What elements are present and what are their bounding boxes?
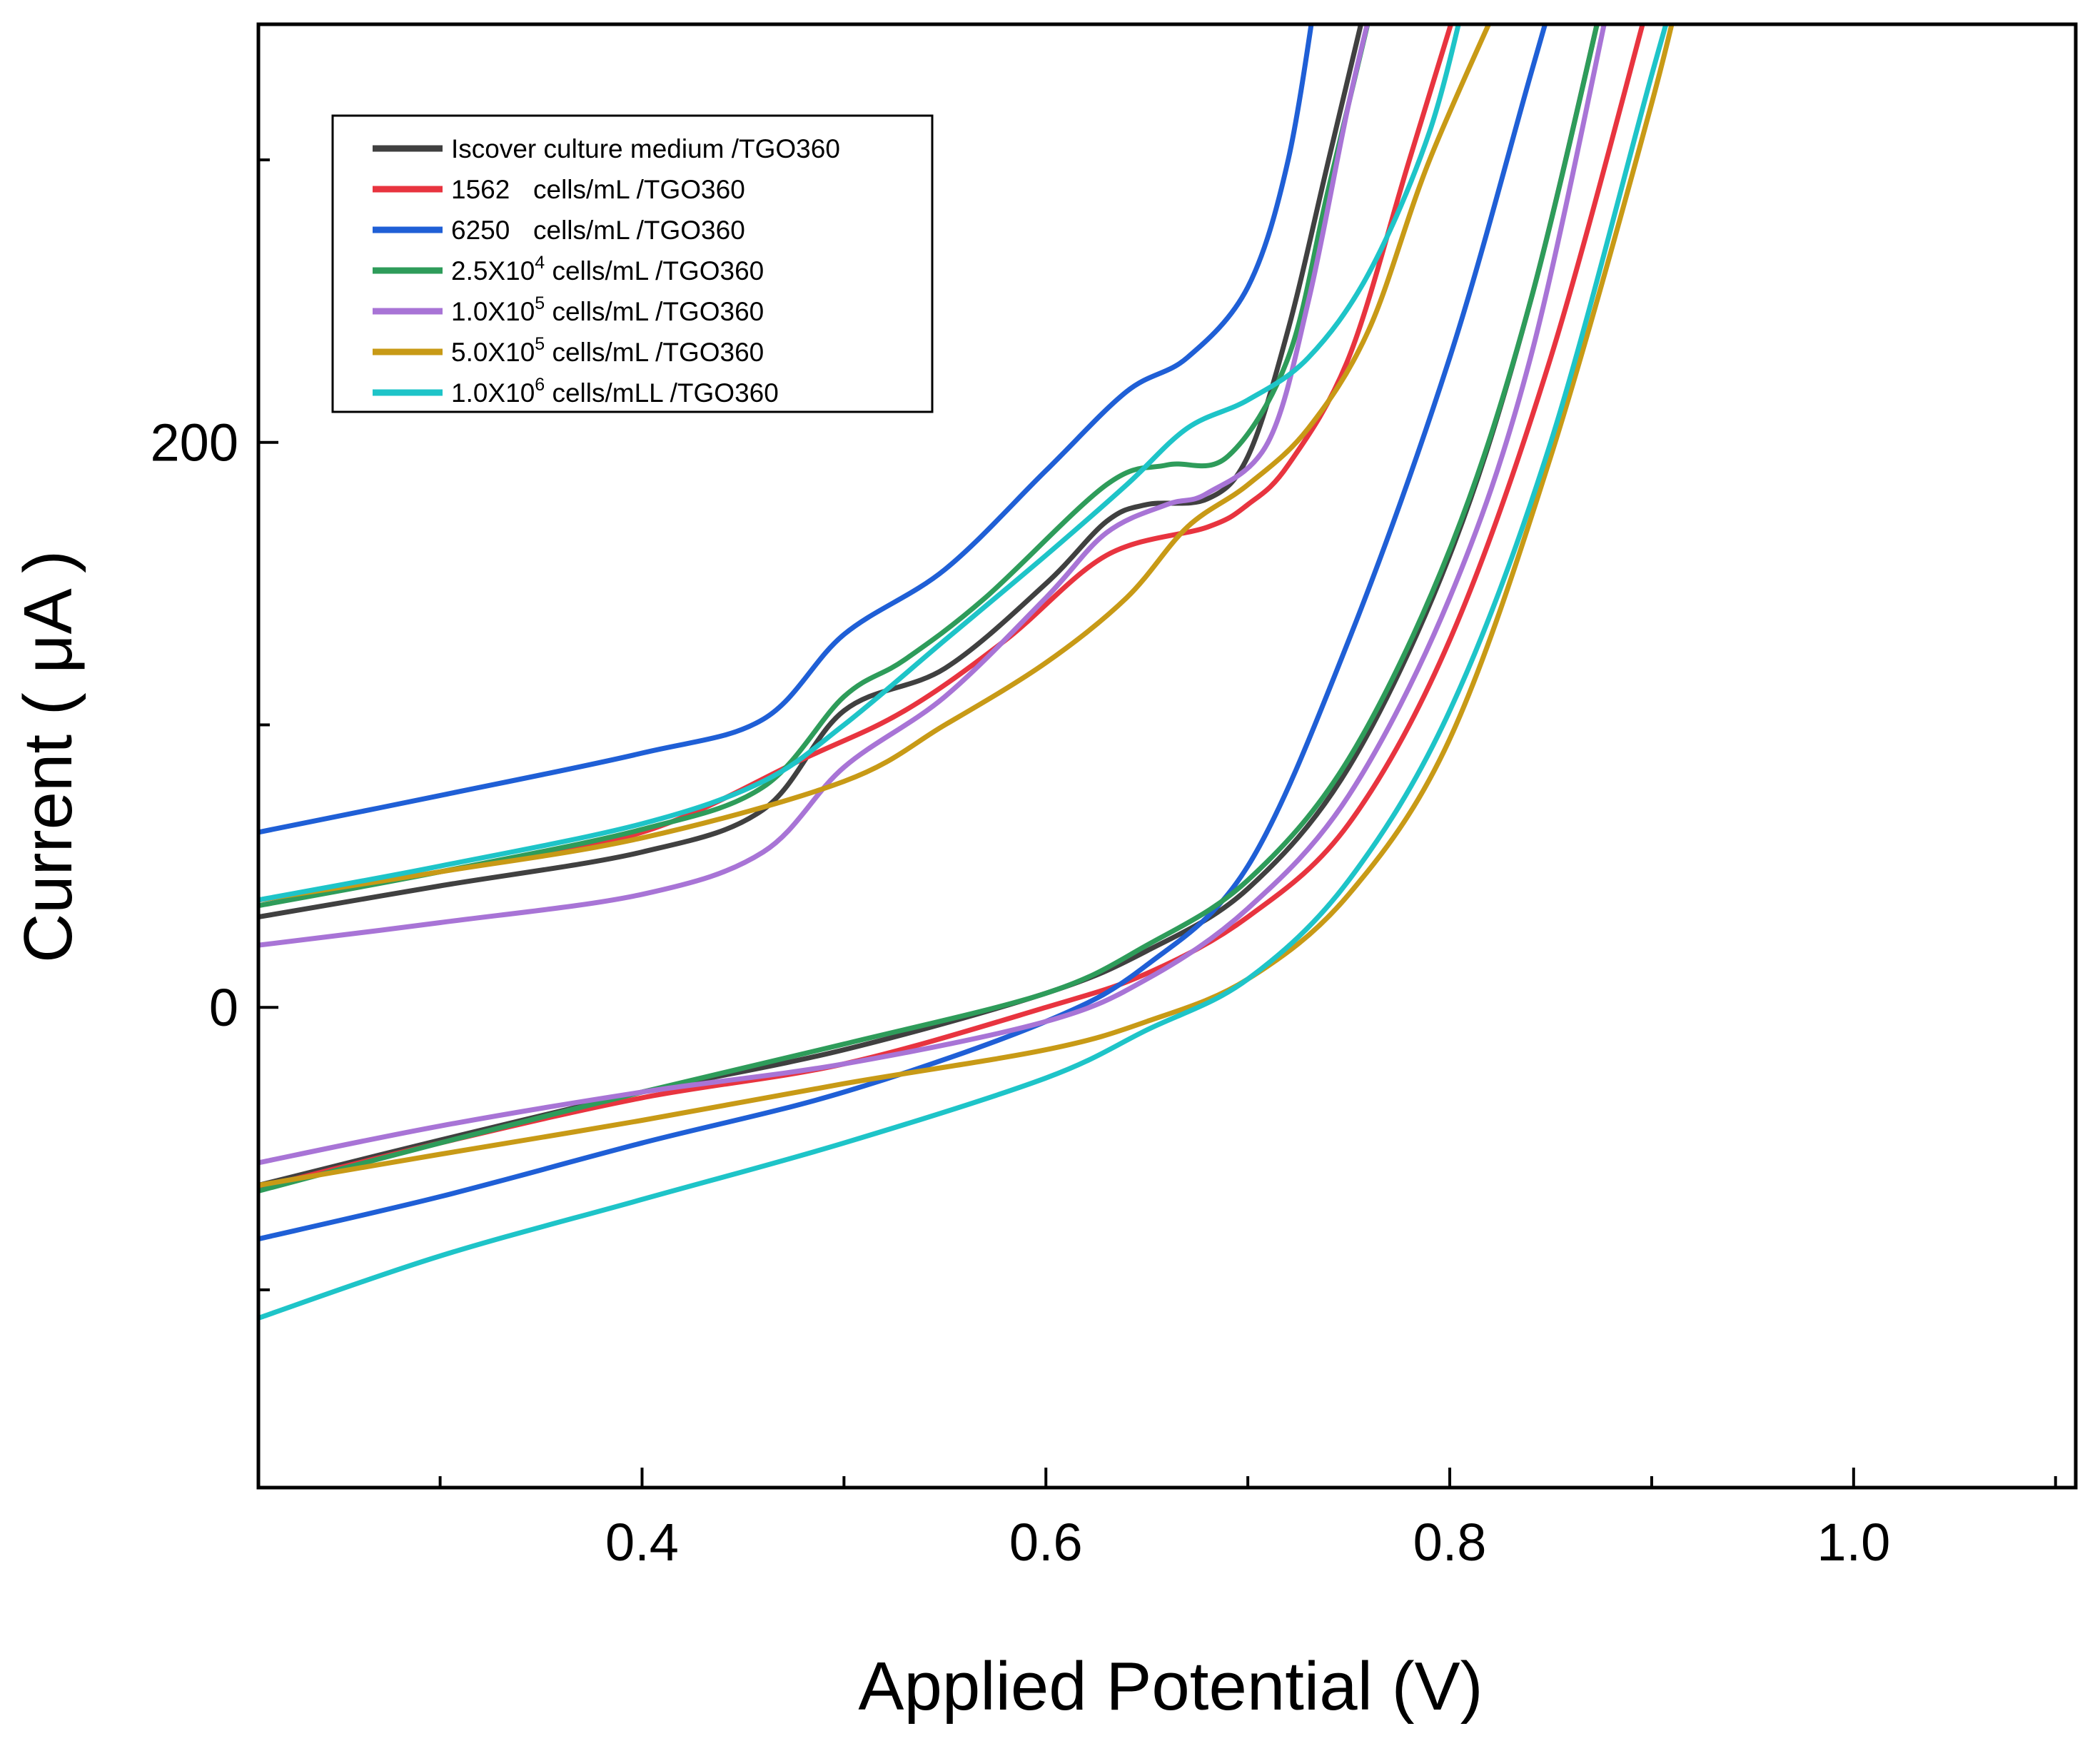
series-3-upper-branch xyxy=(258,24,1314,835)
legend-entry-2: 1562 cells/mL /TGO360 xyxy=(373,175,745,204)
y-axis-title: Current ( μA ) xyxy=(10,550,86,963)
x-tick-label: 0.4 xyxy=(605,1513,679,1572)
x-tick-label: 1.0 xyxy=(1817,1513,1890,1572)
curves-group xyxy=(258,24,1675,1321)
legend-label: 1.0X105 cells/mL /TGO360 xyxy=(451,293,764,326)
legend-label: 2.5X104 cells/mL /TGO360 xyxy=(451,253,764,286)
series-4-upper-branch xyxy=(258,24,1370,909)
series-4-lower-branch xyxy=(258,24,1600,1194)
series-6-upper-branch xyxy=(258,24,1492,903)
y-tick-label: 0 xyxy=(209,978,238,1037)
x-tick-label: 0.6 xyxy=(1009,1513,1083,1572)
legend: Iscover culture medium /TGO360 1562 cells/… xyxy=(331,114,934,413)
legend-entry-7: 1.0X106 cells/mLL /TGO360 xyxy=(373,375,779,408)
y-tick-label: 200 xyxy=(151,413,238,473)
series-7-upper-branch xyxy=(258,24,1461,903)
legend-entry-6: 5.0X105 cells/mL /TGO360 xyxy=(373,334,764,367)
series-2-lower-branch xyxy=(258,24,1645,1191)
series-3-lower-branch xyxy=(258,24,1548,1242)
legend-label: 6250 cells/mL /TGO360 xyxy=(451,216,745,245)
x-tick-label: 0.8 xyxy=(1413,1513,1487,1572)
series-7-lower-branch xyxy=(258,24,1669,1321)
plot-frame xyxy=(256,22,2078,1490)
legend-label: 1562 cells/mL /TGO360 xyxy=(451,175,745,204)
x-axis-title: Applied Potential (V) xyxy=(858,1648,1483,1725)
series-5-upper-branch xyxy=(258,24,1370,948)
series-5-lower-branch xyxy=(258,24,1607,1166)
legend-entry-4: 2.5X104 cells/mL /TGO360 xyxy=(373,253,764,286)
legend-entry-5: 1.0X105 cells/mL /TGO360 xyxy=(373,293,764,326)
ticks-group: 0.4 0.6 0.8 1.0 0 200 xyxy=(151,158,2057,1572)
legend-entry-1: Iscover culture medium /TGO360 xyxy=(373,134,840,163)
series-1-upper-branch xyxy=(258,24,1364,920)
legend-box xyxy=(331,114,934,413)
series-2-upper-branch xyxy=(258,24,1454,903)
legend-entry-3: 6250 cells/mL /TGO360 xyxy=(373,216,745,245)
legend-label: 1.0X106 cells/mLL /TGO360 xyxy=(451,375,779,408)
legend-label: 5.0X105 cells/mL /TGO360 xyxy=(451,334,764,367)
legend-label: Iscover culture medium /TGO360 xyxy=(451,134,840,163)
